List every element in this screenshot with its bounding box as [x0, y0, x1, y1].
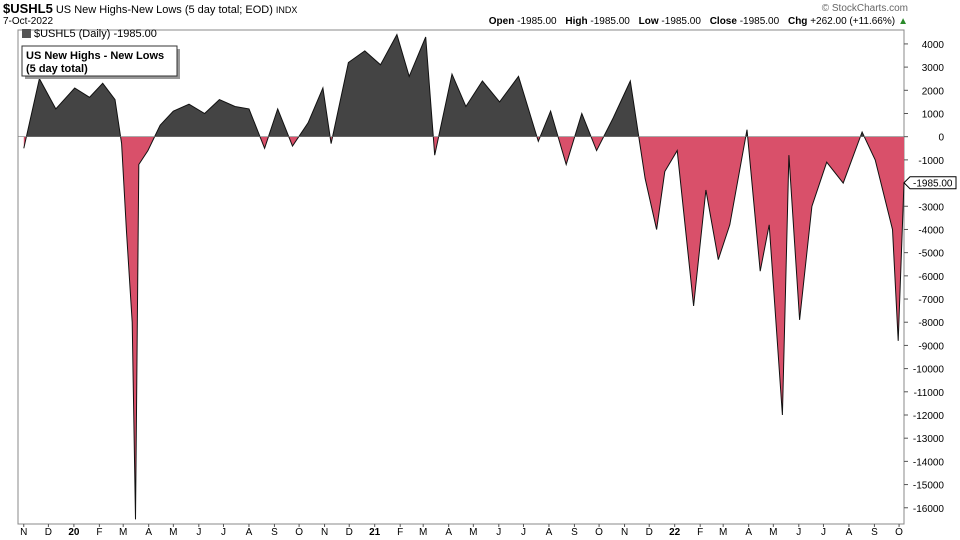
- x-tick-label: S: [271, 527, 278, 538]
- x-tick-label: M: [419, 527, 427, 538]
- area-series: [18, 33, 905, 520]
- x-tick-label: D: [646, 527, 653, 538]
- plot-frame: [17, 29, 905, 525]
- x-tick-label: 20: [68, 527, 80, 538]
- series-line: [23, 33, 905, 520]
- x-tick-label: M: [169, 527, 177, 538]
- last-value-marker: -1985.00: [903, 176, 957, 190]
- x-tick-label: S: [571, 527, 578, 538]
- y-tick-label: -5000: [918, 249, 944, 260]
- y-tick-label: 3000: [922, 63, 945, 74]
- high-label: High: [565, 16, 588, 27]
- brand-logo: © StockCharts.com: [821, 3, 908, 14]
- y-tick-label: -10000: [913, 365, 945, 376]
- y-tick-label: -16000: [913, 504, 945, 515]
- y-tick-label: -3000: [918, 202, 944, 213]
- chg-up-icon: ▲: [898, 16, 908, 27]
- y-tick-label: -11000: [914, 388, 945, 399]
- annotation-line1: US New Highs - New Lows: [26, 50, 164, 62]
- y-axis: 40003000200010000-1000-2000-3000-4000-50…: [904, 40, 944, 515]
- y-tick-label: -1000: [918, 156, 944, 167]
- x-tick-label: A: [145, 527, 152, 538]
- chg-value: +262.00 (+11.66%): [810, 16, 896, 27]
- y-tick-label: -12000: [913, 411, 945, 422]
- y-tick-label: -14000: [913, 457, 945, 468]
- last-value-pointer: [903, 176, 957, 190]
- x-tick-label: J: [521, 527, 526, 538]
- x-tick-label: O: [895, 527, 903, 538]
- x-tick-label: F: [697, 527, 703, 538]
- y-tick-label: -13000: [913, 434, 945, 445]
- x-axis: N D 20 F M A M J J A S O N D 21 F M A M J J A S O N D 22 F M A M J J A S O: [20, 524, 903, 538]
- close-label: Close: [709, 16, 737, 27]
- area-positive: [26, 34, 865, 137]
- x-tick-label: M: [719, 527, 727, 538]
- low-value: -1985.00: [661, 16, 701, 27]
- x-tick-label: N: [621, 527, 628, 538]
- y-tick-label: -7000: [918, 295, 944, 306]
- low-label: Low: [638, 16, 659, 27]
- legend: $USHL5 (Daily) -1985.00: [22, 28, 157, 40]
- annotation-line2: (5 day total): [26, 63, 88, 75]
- x-tick-label: F: [397, 527, 403, 538]
- annotation-box: US New Highs - New Lows (5 day total): [21, 45, 180, 79]
- x-tick-label: D: [45, 527, 52, 538]
- open-value: -1985.00: [517, 16, 557, 27]
- x-tick-label: A: [846, 527, 853, 538]
- x-tick-label: F: [96, 527, 102, 538]
- x-tick-label: J: [196, 527, 201, 538]
- chart-header: $USHL5 US New Highs-New Lows (5 day total…: [0, 0, 960, 30]
- x-tick-label: 22: [669, 527, 681, 538]
- last-value-label: -1985.00: [913, 179, 953, 190]
- x-tick-label: N: [20, 527, 27, 538]
- y-tick-label: 2000: [922, 86, 945, 97]
- y-tick-label: -4000: [918, 225, 944, 236]
- x-tick-label: N: [321, 527, 328, 538]
- exchange: INDX: [275, 5, 298, 15]
- x-tick-label: 21: [369, 527, 381, 538]
- x-tick-label: S: [871, 527, 878, 538]
- y-tick-label: -8000: [918, 318, 944, 329]
- y-tick-label: -9000: [918, 341, 944, 352]
- x-tick-label: A: [745, 527, 752, 538]
- symbol: $USHL5: [3, 1, 53, 16]
- x-tick-label: O: [595, 527, 603, 538]
- x-tick-label: J: [796, 527, 801, 538]
- y-tick-label: -15000: [913, 481, 945, 492]
- y-tick-label: -6000: [918, 272, 944, 283]
- area-negative: [23, 136, 904, 520]
- y-tick-label: 1000: [922, 109, 945, 120]
- x-tick-label: A: [546, 527, 553, 538]
- legend-text: $USHL5 (Daily) -1985.00: [34, 28, 157, 40]
- symbol-description: US New Highs-New Lows (5 day total; EOD): [55, 4, 273, 16]
- chg-label: Chg: [787, 16, 808, 27]
- open-label: Open: [488, 16, 515, 27]
- y-tick-label: 4000: [922, 40, 945, 51]
- legend-swatch: [22, 29, 31, 38]
- close-value: -1985.00: [739, 16, 780, 27]
- x-tick-label: D: [346, 527, 353, 538]
- x-tick-label: J: [821, 527, 826, 538]
- x-tick-label: J: [496, 527, 501, 538]
- x-tick-label: A: [445, 527, 452, 538]
- annotation-frame: [21, 45, 178, 77]
- x-tick-label: O: [295, 527, 303, 538]
- y-tick-label: 0: [938, 133, 944, 144]
- x-tick-label: M: [769, 527, 777, 538]
- x-tick-label: A: [246, 527, 253, 538]
- quote-line: Open -1985.00 High -1985.00 Low -1985.00…: [483, 16, 908, 27]
- symbol-title: $USHL5 US New Highs-New Lows (5 day total…: [3, 1, 297, 16]
- x-tick-label: J: [221, 527, 226, 538]
- high-value: -1985.00: [590, 16, 630, 27]
- x-tick-label: M: [469, 527, 477, 538]
- chart-date: 7-Oct-2022: [3, 16, 54, 27]
- x-tick-label: M: [119, 527, 127, 538]
